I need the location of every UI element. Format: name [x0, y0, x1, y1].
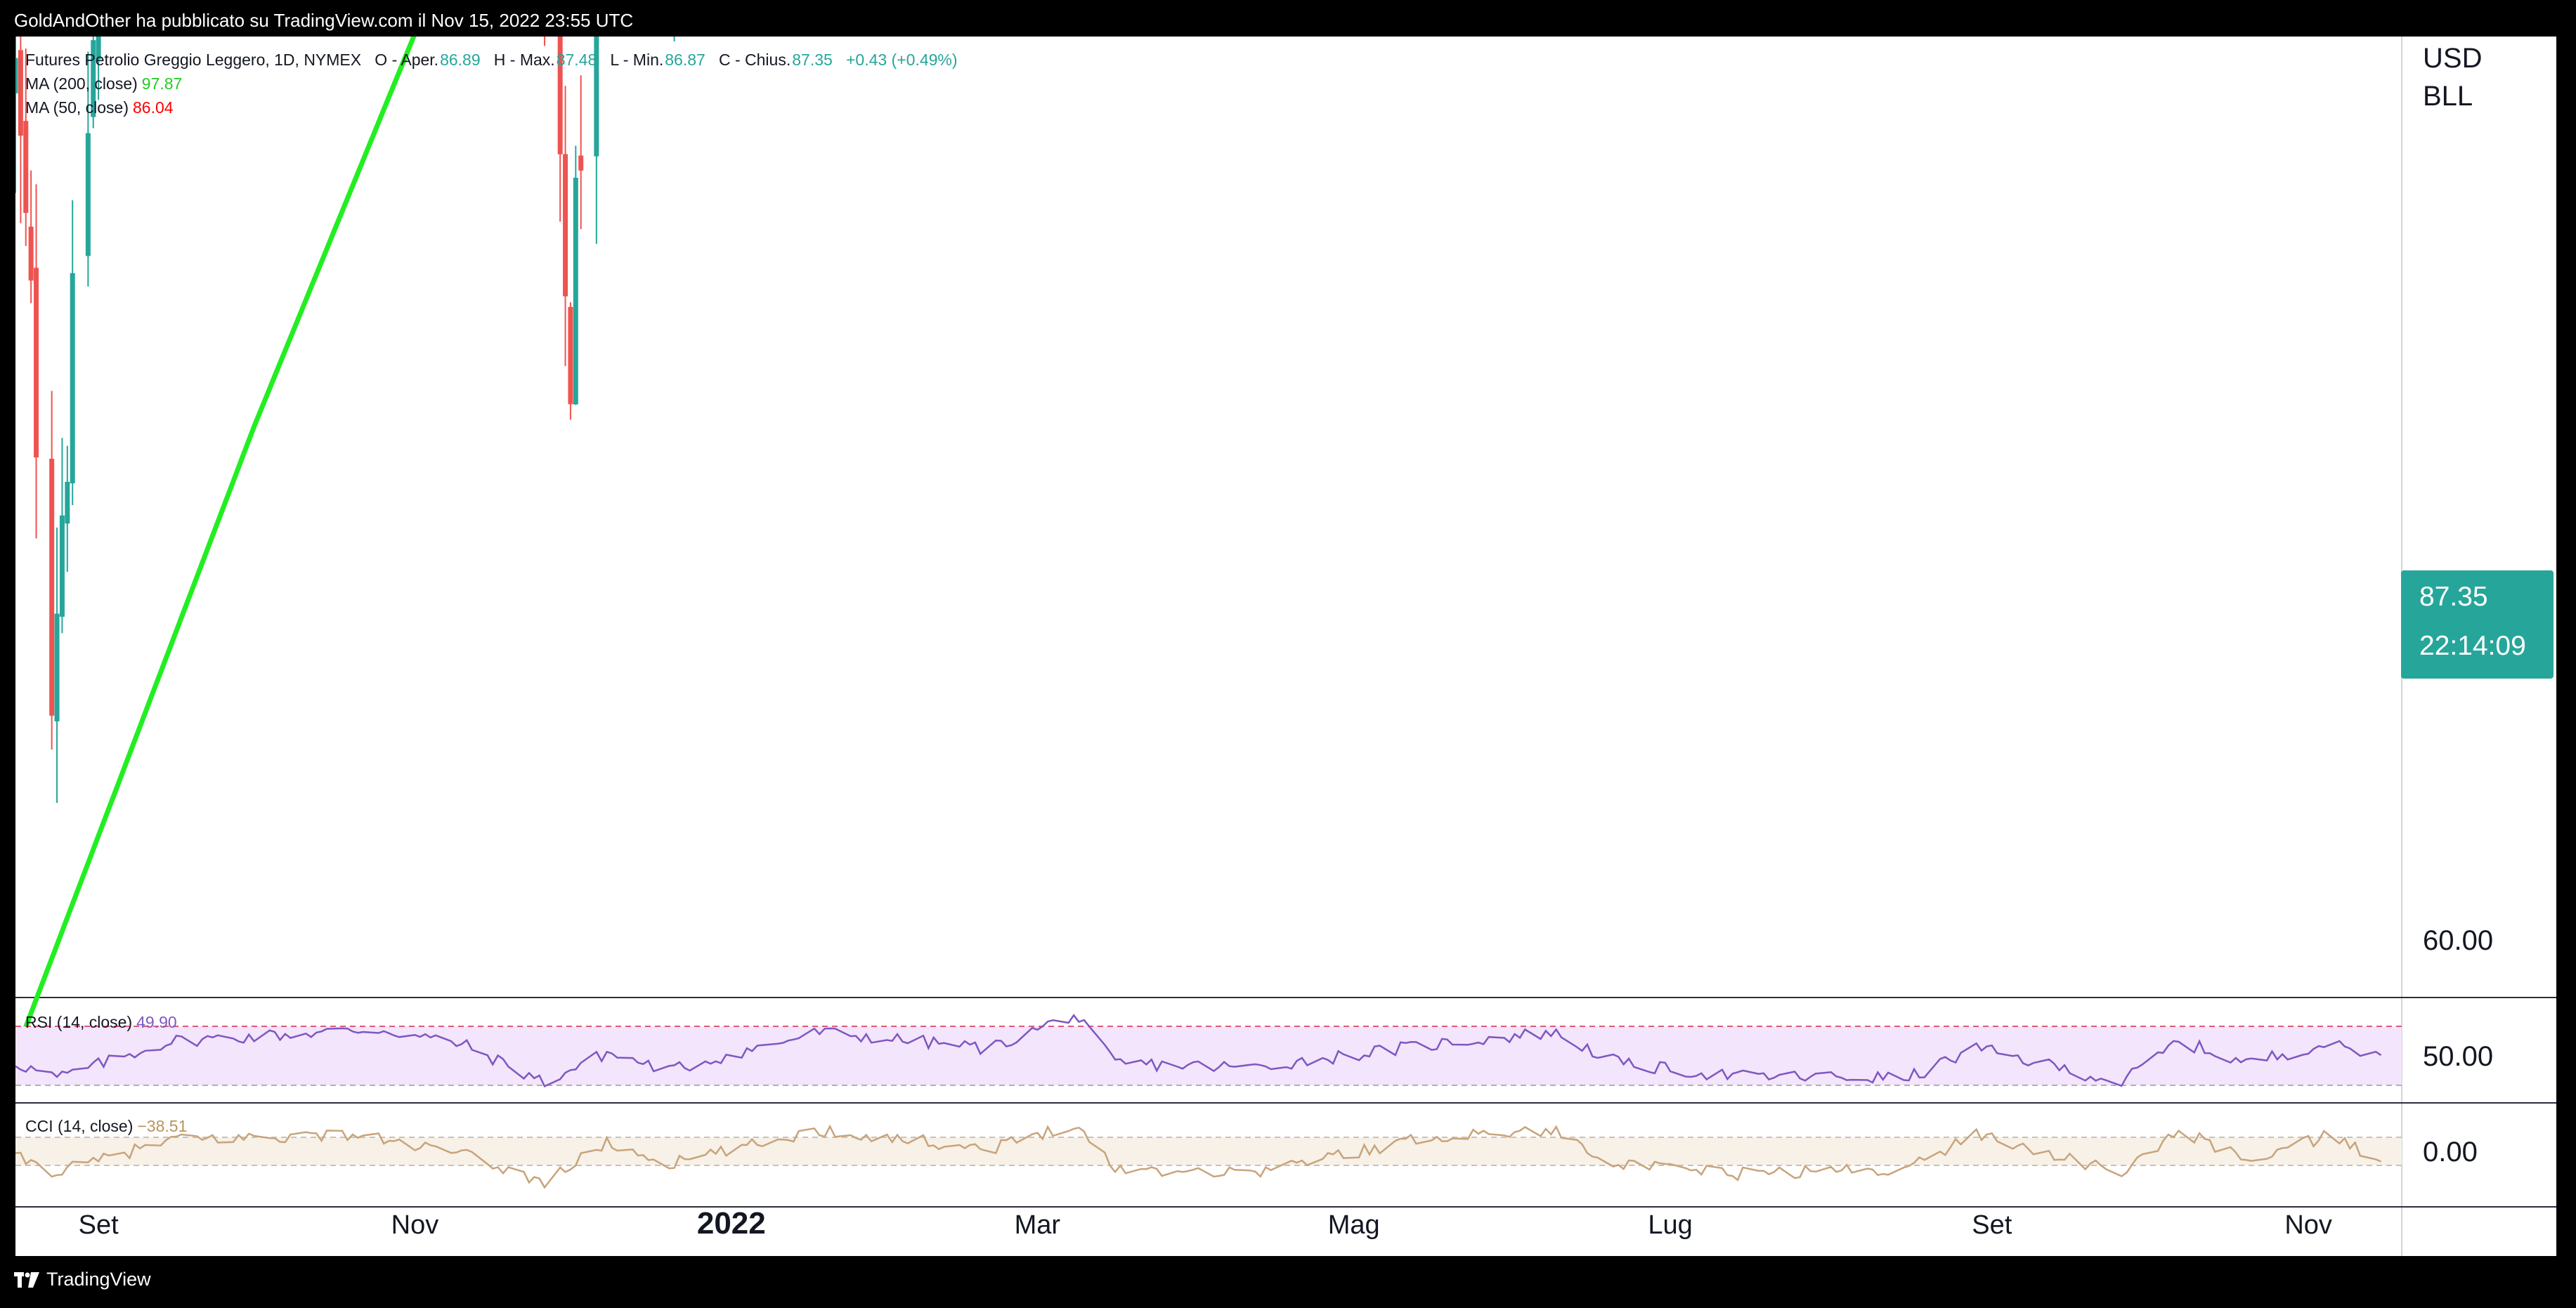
- chart-panel[interactable]: 130.00120.00110.00100.0090.0080.0070.006…: [15, 37, 2556, 1256]
- ma50-legend: MA (50, close) 86.04: [25, 98, 174, 117]
- ma50-label: MA (50, close): [25, 98, 129, 117]
- low-value: 86.87: [665, 51, 705, 69]
- cci-line: [15, 1124, 2381, 1189]
- footer-brand: TradingView: [46, 1269, 151, 1290]
- time-tick-label: 2022: [697, 1206, 766, 1241]
- time-tick-label: Lug: [1648, 1210, 1692, 1240]
- candle-body: [59, 515, 65, 617]
- ma200-legend: MA (200, close) 97.87: [25, 74, 182, 93]
- candle-body: [568, 306, 573, 405]
- candle-body: [23, 121, 29, 214]
- candle-body: [34, 268, 39, 458]
- candle-body: [96, 37, 101, 60]
- main-legend: Futures Petrolio Greggio Leggero, 1D, NY…: [25, 51, 958, 70]
- cci-tick-label: 0.00: [2423, 1137, 2478, 1168]
- time-tick-label: Nov: [2284, 1210, 2332, 1240]
- last-price-badge: 87.35 22:14:09: [2401, 570, 2554, 679]
- last-price: 87.35: [2419, 582, 2488, 612]
- time-tick-label: Set: [79, 1210, 119, 1240]
- footer: TradingView: [14, 1269, 151, 1290]
- candle-body: [85, 133, 91, 256]
- rsi-tick-label: 50.00: [2423, 1041, 2493, 1072]
- ma50-value: 86.04: [133, 98, 174, 117]
- low-label: L - Min.: [610, 51, 664, 69]
- time-tick-label: Mag: [1328, 1210, 1380, 1240]
- rsi-band: [15, 1026, 2402, 1085]
- candle-body: [91, 40, 96, 117]
- high-value: 87.48: [556, 51, 597, 69]
- candles-group: [15, 37, 675, 804]
- close-label: C - Chius.: [718, 51, 791, 69]
- candle-body: [65, 481, 70, 524]
- countdown: 22:14:09: [2419, 631, 2526, 661]
- candle-body: [594, 37, 599, 157]
- tradingview-logo-icon: [14, 1271, 39, 1288]
- cci-label: CCI (14, close): [25, 1117, 134, 1135]
- candle-body: [54, 613, 60, 721]
- rsi-label: RSI (14, close): [25, 1013, 133, 1031]
- time-tick-label: Mar: [1015, 1210, 1061, 1240]
- close-value: 87.35: [792, 51, 833, 69]
- publication-info: GoldAndOther ha pubblicato su TradingVie…: [14, 10, 634, 31]
- candle-body: [578, 155, 584, 171]
- currency-label: USD: [2423, 43, 2482, 74]
- time-tick-label: Set: [1972, 1210, 2012, 1240]
- rsi-legend: RSI (14, close) 49.90: [25, 1013, 177, 1032]
- rsi-line: [15, 1014, 2382, 1088]
- time-tick-label: Nov: [391, 1210, 439, 1240]
- price-tick-label: 60.00: [2423, 925, 2493, 956]
- unit-label: BLL: [2423, 81, 2473, 112]
- ma200-value: 97.87: [141, 74, 183, 93]
- candle-body: [563, 154, 568, 296]
- candle-body: [28, 226, 34, 281]
- candle-body: [15, 58, 18, 93]
- cci-legend: CCI (14, close) −38.51: [25, 1117, 187, 1136]
- candle-body: [70, 273, 75, 484]
- symbol-title: Futures Petrolio Greggio Leggero, 1D, NY…: [25, 51, 362, 69]
- ma200-line: [15, 37, 417, 1055]
- open-value: 86.89: [440, 51, 481, 69]
- candle-body: [573, 178, 578, 405]
- ma200-label: MA (200, close): [25, 74, 138, 93]
- rsi-value: 49.90: [136, 1013, 177, 1031]
- open-label: O - Aper.: [375, 51, 439, 69]
- change-value: +0.43 (+0.49%): [845, 51, 958, 69]
- candle-body: [49, 459, 55, 716]
- candle-body: [557, 37, 563, 155]
- chart-svg[interactable]: 130.00120.00110.00100.0090.0080.0070.006…: [15, 37, 2556, 1256]
- cci-value: −38.51: [137, 1117, 188, 1135]
- candle-body: [18, 50, 23, 136]
- high-label: H - Max.: [493, 51, 555, 69]
- cci-band: [15, 1137, 2402, 1165]
